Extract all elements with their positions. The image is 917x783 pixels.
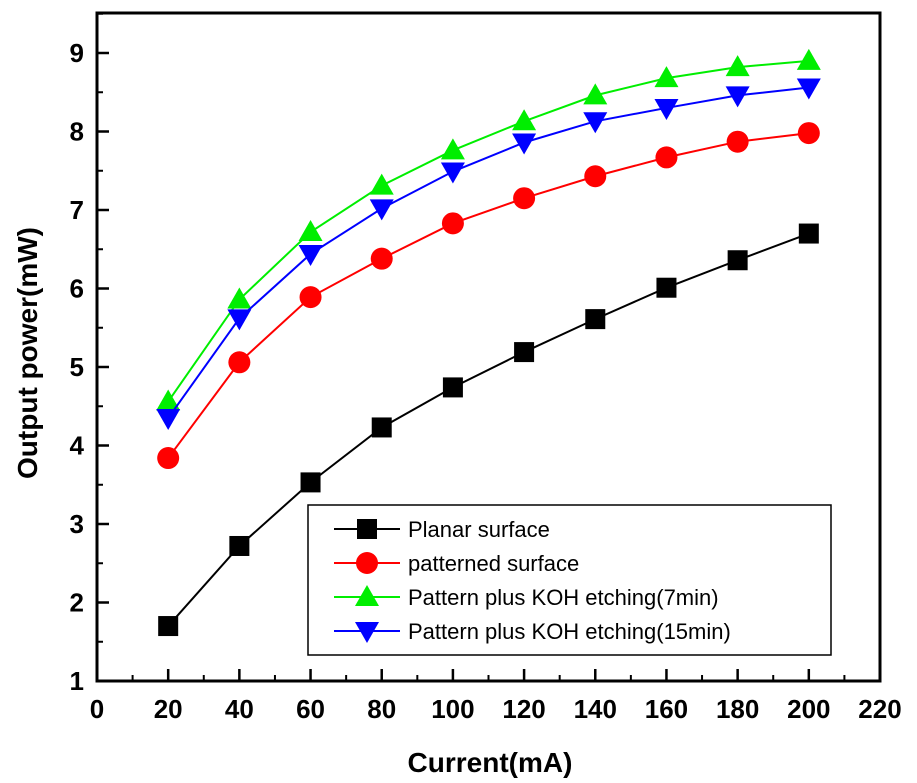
data-point: [229, 535, 250, 556]
data-point: [725, 55, 750, 77]
legend: Planar surface patterned surface Pattern p…: [307, 504, 832, 656]
y-tick-label: 9: [70, 38, 84, 68]
data-point: [654, 98, 679, 120]
data-point: [228, 351, 251, 374]
data-point: [583, 112, 608, 134]
y-tick-label: 5: [70, 352, 84, 382]
x-axis-label: Current(mA): [408, 747, 573, 778]
x-tick-label: 100: [431, 694, 474, 724]
data-point: [299, 286, 322, 309]
x-tick-label: 0: [90, 694, 104, 724]
data-point: [727, 250, 748, 271]
x-tick-label: 20: [154, 694, 183, 724]
data-point: [227, 287, 252, 309]
series-line: [167, 232, 810, 627]
y-tick-label: 8: [70, 117, 84, 147]
data-point: [798, 223, 819, 244]
series-1: [157, 122, 820, 470]
data-point: [300, 472, 321, 493]
x-tick-label: 120: [502, 694, 545, 724]
series-0: [158, 223, 819, 637]
y-tick-label: 7: [70, 195, 84, 225]
legend-marker: [356, 552, 378, 574]
data-point: [512, 133, 537, 155]
data-point: [371, 417, 392, 438]
data-point: [514, 342, 535, 363]
data-point: [655, 146, 678, 169]
data-point: [584, 165, 607, 188]
axes: 0 20 40 60 80 100 120 140 160 180 200 220 1 2 3 4 5 6 7 8 9: [70, 12, 902, 724]
data-point: [726, 130, 749, 153]
legend-marker: [355, 622, 379, 643]
legend-entry: Pattern plus KOH etching(15min): [408, 619, 731, 644]
data-point: [513, 187, 536, 210]
y-tick-label: 1: [70, 666, 84, 696]
data-point: [156, 409, 181, 431]
legend-marker: [355, 585, 379, 606]
series-2: [156, 48, 821, 411]
x-tick-label: 60: [296, 694, 325, 724]
x-tick-label: 80: [367, 694, 396, 724]
data-point: [157, 447, 180, 470]
series-line: [167, 132, 809, 459]
y-tick-label: 2: [70, 588, 84, 618]
data-point: [585, 309, 606, 330]
legend-entry: Planar surface: [408, 517, 550, 542]
legend-entry: Pattern plus KOH etching(7min): [408, 585, 719, 610]
x-tick-label: 140: [574, 694, 617, 724]
data-point: [227, 309, 252, 331]
series-group: [156, 48, 821, 637]
data-point: [441, 212, 464, 235]
data-point: [512, 109, 537, 131]
legend-entry: patterned surface: [408, 551, 579, 576]
x-tick-label: 40: [225, 694, 254, 724]
series-3: [156, 78, 821, 431]
data-point: [370, 247, 393, 270]
data-point: [440, 138, 465, 160]
data-point: [796, 78, 821, 100]
data-point: [156, 389, 181, 411]
y-tick-label: 3: [70, 509, 84, 539]
data-point: [369, 199, 394, 221]
y-axis-label: Output power(mW): [12, 227, 43, 479]
data-point: [298, 244, 323, 266]
series-line: [167, 59, 809, 403]
data-point: [796, 48, 821, 70]
data-point: [656, 277, 677, 298]
data-point: [158, 616, 179, 637]
data-point: [442, 377, 463, 398]
series-line: [167, 86, 809, 419]
x-tick-label: 200: [787, 694, 830, 724]
data-point: [797, 122, 820, 145]
data-point: [583, 83, 608, 105]
data-point: [298, 219, 323, 241]
data-point: [440, 162, 465, 184]
x-tick-label: 180: [716, 694, 759, 724]
y-tick-label: 6: [70, 274, 84, 304]
data-point: [654, 66, 679, 88]
x-tick-label: 220: [858, 694, 901, 724]
data-point: [725, 86, 750, 108]
legend-marker: [357, 519, 377, 539]
x-tick-label: 160: [645, 694, 688, 724]
data-point: [369, 173, 394, 195]
y-tick-label: 4: [70, 431, 85, 461]
